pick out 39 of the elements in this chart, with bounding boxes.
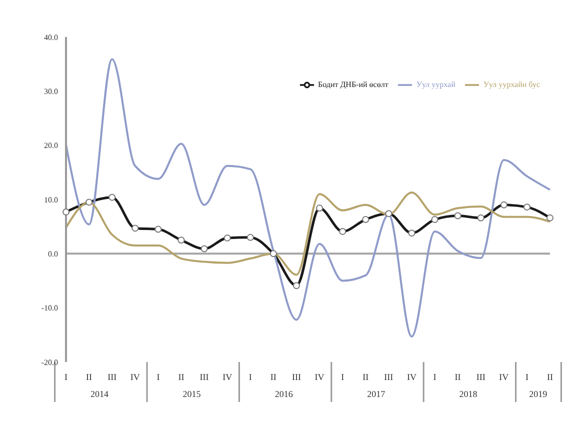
x-tick-label: III <box>476 372 486 382</box>
x-tick-label: II <box>547 372 553 382</box>
x-tick-label: III <box>292 372 301 382</box>
x-tick-label: IV <box>406 372 417 382</box>
y-tick-label: -20.0 <box>41 358 58 367</box>
y-tick-label: 40.0 <box>44 32 58 42</box>
x-tick-label: III <box>200 372 209 382</box>
x-tick-label: II <box>86 372 92 382</box>
legend-label: Бодит ДНБ-ий өсөлт <box>318 80 388 89</box>
x-tick-label: I <box>64 372 68 382</box>
x-tick-label: I <box>248 372 252 382</box>
x-tick-label: II <box>362 372 369 382</box>
x-tick-label: I <box>156 372 160 382</box>
text: 2019 <box>529 389 548 399</box>
x-tick-label: II <box>454 372 461 382</box>
text: 2017 <box>367 389 386 399</box>
x-tick-label: III <box>108 372 117 382</box>
line-series <box>65 58 551 338</box>
x-tick-label: II <box>270 372 276 382</box>
legend-label: Уул уурхай <box>416 80 456 89</box>
text: 2018 <box>459 389 478 399</box>
y-tick-label: 20.0 <box>44 141 58 150</box>
x-tick-label: IV <box>130 372 140 382</box>
legend-label: Уул уурхайн бус <box>483 80 540 89</box>
y-tick-label: 0.0 <box>48 250 58 259</box>
text: 2015 <box>182 389 202 399</box>
x-tick-label: II <box>178 372 184 382</box>
x-tick-label: III <box>384 372 394 382</box>
x-tick-label: IV <box>314 372 325 382</box>
x-tick-label: IV <box>499 372 510 382</box>
x-tick-label: IV <box>222 372 233 382</box>
y-tick-label: -10.0 <box>41 304 58 313</box>
y-tick-label: 10.0 <box>44 195 58 204</box>
x-tick-label: I <box>433 372 436 382</box>
text: 2016 <box>274 389 294 399</box>
x-tick-label: I <box>525 372 528 382</box>
text: 2014 <box>90 389 110 399</box>
y-tick-label: 30.0 <box>44 87 58 96</box>
x-tick-label: I <box>341 372 344 382</box>
